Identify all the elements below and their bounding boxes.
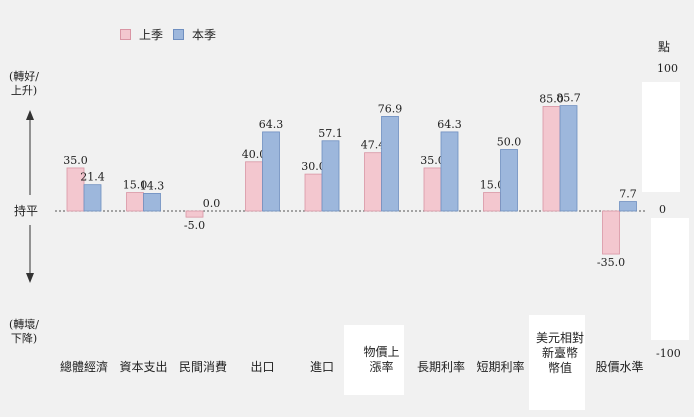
bar-prev-3 [245, 161, 263, 212]
category-label-7: 短期利率 [476, 359, 524, 374]
data-label-prev-4: 30.0 [301, 160, 326, 173]
bar-curr-1 [143, 193, 161, 212]
category-highlight-usd [529, 315, 585, 410]
data-label-prev-7: 15.0 [480, 179, 505, 192]
bar-prev-2 [185, 210, 204, 218]
left-label-up: (轉好/上升) [9, 70, 39, 97]
legend: 上季 本季 [120, 26, 216, 43]
data-label-prev-6: 35.0 [420, 154, 445, 167]
category-label-8-line1: 新臺幣 [542, 345, 578, 360]
category-highlight-inflation [344, 325, 404, 395]
data-label-curr-8: 85.7 [556, 92, 581, 105]
bar-curr-7 [500, 149, 518, 212]
data-label-curr-9: 7.7 [619, 188, 637, 201]
category-label-9: 股價水準 [595, 359, 643, 374]
legend-swatch-prev [120, 29, 131, 40]
category-label-3: 出口 [250, 360, 274, 374]
category-label-8-line0: 美元相對 [536, 331, 584, 345]
category-label-1: 資本支出 [119, 360, 167, 374]
y-axis-unit: 點 [658, 40, 671, 54]
up-arrow-icon [26, 110, 34, 120]
bar-curr-9 [619, 201, 637, 212]
data-label-curr-5: 76.9 [378, 102, 403, 115]
data-label-prev-8: 85.0 [539, 92, 564, 105]
right-axis-box-top [642, 82, 680, 192]
bar-curr-0 [83, 184, 102, 212]
category-label-6: 長期利率 [417, 359, 465, 374]
data-label-prev-0: 35.0 [63, 154, 88, 167]
category-label-0: 總體經濟 [60, 359, 108, 374]
legend-swatch-curr [173, 29, 185, 40]
bar-prev-1 [126, 192, 144, 212]
data-label-curr-2: 0.0 [203, 197, 221, 210]
left-label-down: (轉壞/下降) [9, 318, 39, 345]
bar-prev-7 [483, 192, 501, 212]
bar-curr-8 [559, 105, 578, 212]
category-label-5-line0: 物價上 [363, 345, 399, 359]
data-label-prev-1: 15.0 [123, 179, 148, 192]
data-label-prev-9: -35.0 [597, 256, 625, 269]
data-label-prev-2: -5.0 [184, 219, 205, 232]
data-label-curr-3: 64.3 [259, 118, 284, 131]
category-label-8-line2: 幣值 [548, 360, 572, 375]
bar-curr-5 [381, 116, 399, 212]
bar-curr-4 [321, 140, 340, 212]
data-label-curr-0: 21.4 [80, 171, 105, 184]
bar-prev-6 [423, 167, 442, 212]
left-label-flat: 持平 [13, 204, 38, 218]
category-label-5-line1: 漲率 [369, 359, 393, 374]
bar-prev-5 [364, 152, 382, 212]
right-axis-box-bottom [651, 218, 689, 340]
category-label-2: 民間消費 [179, 359, 227, 374]
data-label-curr-4: 57.1 [318, 127, 343, 140]
data-label-curr-6: 64.3 [437, 118, 462, 131]
bar-curr-3 [262, 131, 280, 212]
category-label-4: 進口 [310, 360, 334, 374]
bar-prev-4 [304, 173, 323, 212]
bar-prev-8 [542, 106, 561, 212]
data-label-curr-1: 14.3 [140, 179, 165, 192]
y-tick-zero: 0 [659, 203, 666, 216]
data-label-curr-7: 50.0 [497, 136, 522, 149]
legend-label-curr: 本季 [192, 28, 217, 42]
legend-label-prev: 上季 [139, 28, 164, 42]
bar-prev-9 [602, 210, 620, 255]
down-arrow-icon [26, 273, 34, 283]
bar-curr-6 [440, 131, 459, 212]
y-tick-bottom: -100 [656, 347, 681, 360]
data-label-prev-5: 47.4 [361, 139, 386, 152]
y-tick-top: 100 [657, 62, 678, 75]
data-label-prev-3: 40.0 [242, 148, 267, 161]
